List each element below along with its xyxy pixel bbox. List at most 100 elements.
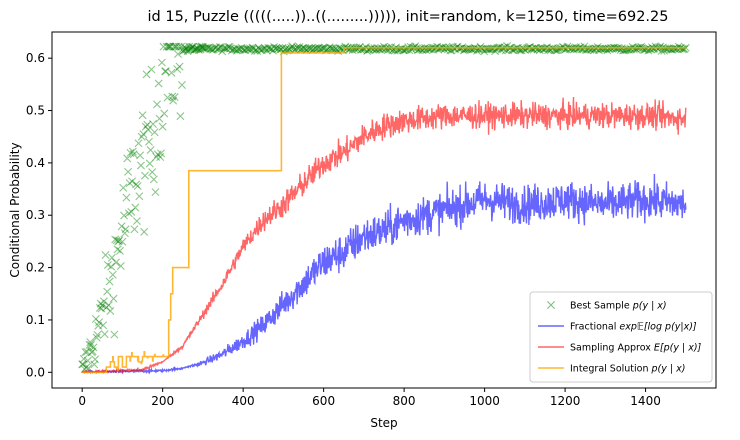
best-sample-marker xyxy=(106,307,115,315)
best-sample-marker xyxy=(189,42,198,51)
legend-label-math: p(y | x) xyxy=(632,301,667,312)
best-sample-marker xyxy=(360,45,369,54)
best-sample-marker xyxy=(103,260,112,269)
x-tick-label: 1200 xyxy=(550,394,581,408)
best-sample-marker xyxy=(164,42,173,51)
best-sample-marker xyxy=(102,303,111,312)
best-sample-marker xyxy=(163,93,172,102)
best-sample-marker xyxy=(247,45,256,54)
best-sample-marker xyxy=(440,45,449,54)
legend-label: Integral Solution p(y | x) xyxy=(570,364,685,375)
y-axis-label: Conditional Probability xyxy=(8,142,22,277)
best-sample-marker xyxy=(83,356,92,365)
best-sample-marker xyxy=(448,42,457,51)
best-sample-marker xyxy=(93,330,102,339)
best-sample-marker xyxy=(194,44,203,53)
best-sample-marker xyxy=(146,146,155,155)
best-sample-marker xyxy=(120,211,129,220)
best-sample-marker xyxy=(674,42,683,51)
y-tick-label: 0.2 xyxy=(26,261,45,275)
best-sample-marker xyxy=(491,47,500,56)
best-sample-marker xyxy=(148,168,157,177)
best-sample-marker xyxy=(670,45,679,54)
y-tick-label: 0.5 xyxy=(26,104,45,118)
best-sample-marker xyxy=(380,42,388,51)
best-sample-marker xyxy=(207,44,216,53)
best-sample-marker xyxy=(161,67,170,76)
best-sample-marker xyxy=(128,147,137,156)
best-sample-marker xyxy=(273,44,282,53)
series-sampling-approx-line xyxy=(81,96,687,375)
best-sample-marker xyxy=(335,43,344,52)
best-sample-marker xyxy=(545,44,554,53)
best-sample-marker xyxy=(188,42,197,51)
best-sample-marker xyxy=(253,47,262,56)
best-sample-marker xyxy=(396,44,405,53)
best-sample-marker xyxy=(186,45,195,53)
best-sample-marker xyxy=(224,43,233,51)
best-sample-marker xyxy=(107,262,116,271)
best-sample-marker xyxy=(300,44,309,53)
best-sample-marker xyxy=(450,44,459,53)
best-sample-marker xyxy=(155,114,164,123)
best-sample-marker xyxy=(140,171,149,180)
x-tick-label: 200 xyxy=(151,394,174,408)
best-sample-marker xyxy=(136,161,145,170)
best-sample-marker xyxy=(288,42,297,51)
best-sample-marker xyxy=(261,44,270,53)
best-sample-marker xyxy=(192,45,201,54)
best-sample-marker xyxy=(142,70,151,79)
best-sample-marker xyxy=(311,44,320,53)
best-sample-marker xyxy=(662,45,671,54)
best-sample-marker xyxy=(168,92,177,101)
best-sample-marker xyxy=(119,183,128,192)
chart-title: id 15, Puzzle (((((.....))..((.........)… xyxy=(148,9,669,25)
best-sample-marker xyxy=(103,287,112,296)
best-sample-marker xyxy=(678,45,687,54)
best-sample-marker xyxy=(238,45,247,54)
best-sample-marker xyxy=(249,44,258,53)
best-sample-marker xyxy=(242,44,251,53)
best-sample-marker xyxy=(167,68,176,77)
best-sample-marker xyxy=(78,360,87,369)
plot-frame xyxy=(51,31,717,389)
best-sample-marker xyxy=(79,354,88,363)
best-sample-marker xyxy=(294,44,303,53)
best-sample-marker xyxy=(277,45,286,54)
best-sample-marker xyxy=(416,44,425,53)
best-sample-marker xyxy=(570,44,579,53)
best-sample-marker xyxy=(454,44,463,53)
best-sample-marker xyxy=(151,188,160,197)
best-sample-marker xyxy=(510,44,519,53)
best-sample-marker xyxy=(165,42,174,51)
best-sample-marker xyxy=(174,42,183,51)
best-sample-marker xyxy=(650,44,659,53)
best-sample-marker xyxy=(331,44,340,53)
best-sample-marker xyxy=(160,109,169,118)
best-sample-marker xyxy=(267,44,276,53)
best-sample-marker xyxy=(477,44,486,53)
best-sample-marker xyxy=(212,43,221,52)
best-sample-marker xyxy=(666,45,675,54)
best-sample-marker xyxy=(101,251,110,260)
best-sample-marker xyxy=(285,45,294,54)
best-sample-marker xyxy=(229,45,238,54)
best-sample-marker xyxy=(462,45,471,54)
best-sample-marker xyxy=(208,45,217,54)
best-sample-marker xyxy=(487,45,496,54)
best-sample-marker xyxy=(486,45,495,54)
best-sample-marker xyxy=(282,44,291,53)
best-sample-marker xyxy=(210,44,219,53)
best-sample-marker xyxy=(244,45,253,54)
best-sample-marker xyxy=(91,315,100,323)
best-sample-marker xyxy=(159,42,168,51)
best-sample-marker xyxy=(126,148,135,157)
best-sample-marker xyxy=(271,44,280,53)
best-sample-marker xyxy=(255,45,264,54)
best-sample-marker xyxy=(291,44,300,53)
best-sample-marker xyxy=(270,43,279,51)
best-sample-marker xyxy=(325,43,334,52)
best-sample-marker xyxy=(173,50,182,59)
best-sample-marker xyxy=(166,42,175,51)
best-sample-marker xyxy=(143,120,152,129)
